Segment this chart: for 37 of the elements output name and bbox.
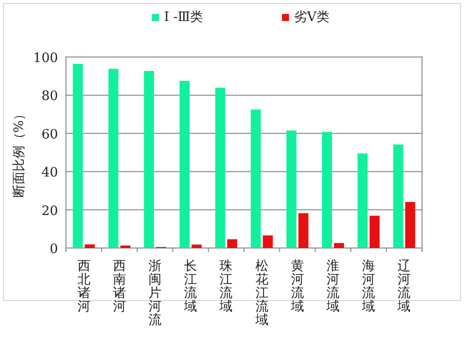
y-tick-label: 100	[33, 51, 58, 66]
bar	[215, 88, 226, 248]
x-tick-label: 淮河流域	[326, 259, 340, 314]
y-tick-label: 20	[41, 204, 58, 219]
x-tick-label: 海河流域	[361, 259, 376, 314]
y-tick-label: 80	[41, 89, 58, 104]
bar	[192, 244, 202, 248]
bar	[262, 235, 273, 248]
bar	[227, 239, 238, 248]
x-tick-label: 长江流域	[183, 259, 198, 314]
x-tick-label: 浙闽片河流	[148, 259, 162, 328]
bar	[144, 70, 154, 248]
bar	[334, 243, 344, 248]
y-tick-label: 60	[41, 127, 58, 142]
x-tick-label: 辽河流域	[396, 259, 411, 314]
bar	[370, 216, 380, 248]
bar	[358, 153, 368, 248]
x-tick-label: 西南诸河	[112, 259, 126, 314]
x-tick-label: 珠江流域	[218, 259, 233, 314]
y-axis-title: 断面比例（%）	[12, 107, 27, 198]
bar	[393, 144, 404, 248]
x-tick-label: 黄河流域	[290, 259, 304, 314]
bar	[250, 110, 261, 248]
y-tick-label: 0	[50, 242, 58, 257]
bar	[286, 130, 296, 248]
x-tick-label: 西北诸河	[77, 259, 90, 314]
bar	[84, 244, 95, 248]
bar	[72, 64, 83, 248]
y-tick-label: 40	[41, 166, 58, 181]
x-tick-label: 松花江流域	[254, 259, 268, 328]
bar	[180, 80, 190, 248]
bar	[405, 202, 416, 248]
bar	[298, 213, 308, 248]
bar	[108, 68, 118, 248]
bar	[322, 132, 332, 248]
legend-label: Ⅰ -Ⅲ类	[164, 10, 204, 25]
legend-label: 劣Ⅴ类	[294, 10, 330, 25]
